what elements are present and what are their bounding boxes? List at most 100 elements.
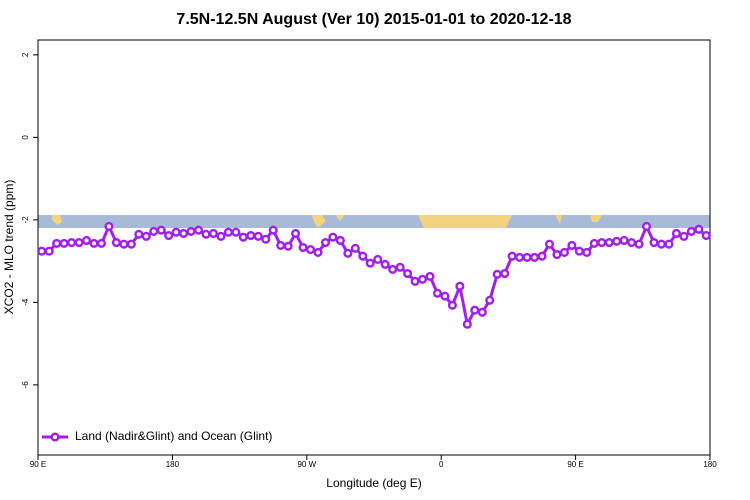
point — [343, 248, 353, 258]
point — [410, 276, 420, 286]
point — [283, 241, 293, 251]
point — [425, 271, 435, 281]
point — [96, 238, 107, 248]
point — [567, 240, 577, 250]
point — [313, 247, 323, 258]
point — [171, 227, 181, 237]
y-tick-label: 2 — [21, 52, 30, 57]
point — [149, 226, 159, 236]
point — [656, 239, 667, 249]
point — [261, 234, 271, 244]
point — [649, 237, 659, 248]
point — [686, 226, 696, 236]
point — [291, 228, 301, 239]
point — [432, 288, 443, 298]
point — [559, 247, 569, 258]
point — [104, 221, 114, 232]
point — [216, 231, 226, 241]
point — [485, 295, 495, 305]
point — [627, 237, 637, 248]
point — [515, 252, 525, 262]
x-tick-label: 90 W — [297, 460, 316, 469]
point — [67, 237, 77, 248]
point — [276, 240, 286, 250]
point — [238, 232, 248, 242]
point — [298, 242, 308, 253]
point — [634, 239, 644, 249]
x-tick-label: 180 — [166, 460, 180, 469]
point — [186, 226, 196, 236]
x-tick-label: 90 E — [30, 460, 46, 469]
point — [365, 258, 375, 268]
point — [447, 300, 457, 310]
point — [679, 231, 689, 241]
point — [305, 245, 316, 255]
point — [81, 235, 92, 246]
point — [179, 228, 189, 239]
point — [246, 230, 256, 241]
y-tick-label: -4 — [21, 298, 30, 306]
y-axis-label: XCO2 - MLO trend (ppm) — [2, 180, 16, 315]
point — [141, 231, 151, 241]
point — [193, 225, 204, 235]
point — [462, 319, 472, 329]
point — [417, 274, 428, 284]
plot-frame — [37, 39, 711, 456]
point — [664, 239, 674, 249]
point — [231, 227, 241, 237]
legend-marker — [50, 432, 60, 442]
point — [544, 239, 555, 249]
point — [253, 231, 263, 241]
point — [52, 238, 62, 248]
point — [328, 232, 338, 242]
y-tick-label: -2 — [21, 216, 30, 224]
point — [597, 237, 607, 248]
legend-label: Land (Nadir&Glint) and Ocean (Glint) — [75, 429, 272, 443]
point — [507, 251, 517, 261]
point — [59, 238, 69, 248]
chart-title: 7.5N-12.5N August (Ver 10) 2015-01-01 to… — [176, 11, 571, 28]
point — [470, 305, 480, 315]
point — [156, 225, 166, 235]
point — [89, 238, 99, 248]
point — [37, 246, 47, 256]
point — [477, 307, 487, 317]
point — [403, 268, 413, 279]
map-strip — [38, 215, 710, 228]
x-tick-label: 0 — [439, 460, 444, 469]
point — [208, 228, 219, 239]
point — [671, 228, 681, 239]
point — [134, 229, 144, 239]
point — [44, 246, 54, 256]
point — [641, 221, 652, 232]
point — [440, 291, 450, 301]
y-tick-label: -6 — [21, 381, 30, 389]
point — [604, 237, 614, 248]
point — [537, 251, 547, 261]
point — [164, 230, 174, 241]
point — [500, 268, 510, 279]
point — [111, 237, 121, 248]
point — [701, 230, 711, 241]
x-tick-label: 90 E — [567, 460, 583, 469]
point — [455, 281, 465, 291]
point — [358, 251, 368, 261]
point — [335, 235, 345, 246]
x-axis-label: Longitude (deg E) — [326, 476, 421, 490]
point — [395, 262, 405, 272]
point — [126, 239, 136, 249]
point — [582, 247, 592, 258]
point — [694, 224, 704, 234]
point — [320, 237, 331, 248]
point — [612, 236, 622, 246]
point — [74, 237, 84, 248]
x-tick-label: 180 — [703, 460, 717, 469]
point — [223, 227, 233, 237]
point — [522, 252, 532, 262]
y-tick-label: 0 — [21, 135, 30, 140]
point — [619, 235, 629, 246]
point — [589, 238, 599, 248]
point — [268, 225, 278, 235]
point — [350, 243, 360, 253]
